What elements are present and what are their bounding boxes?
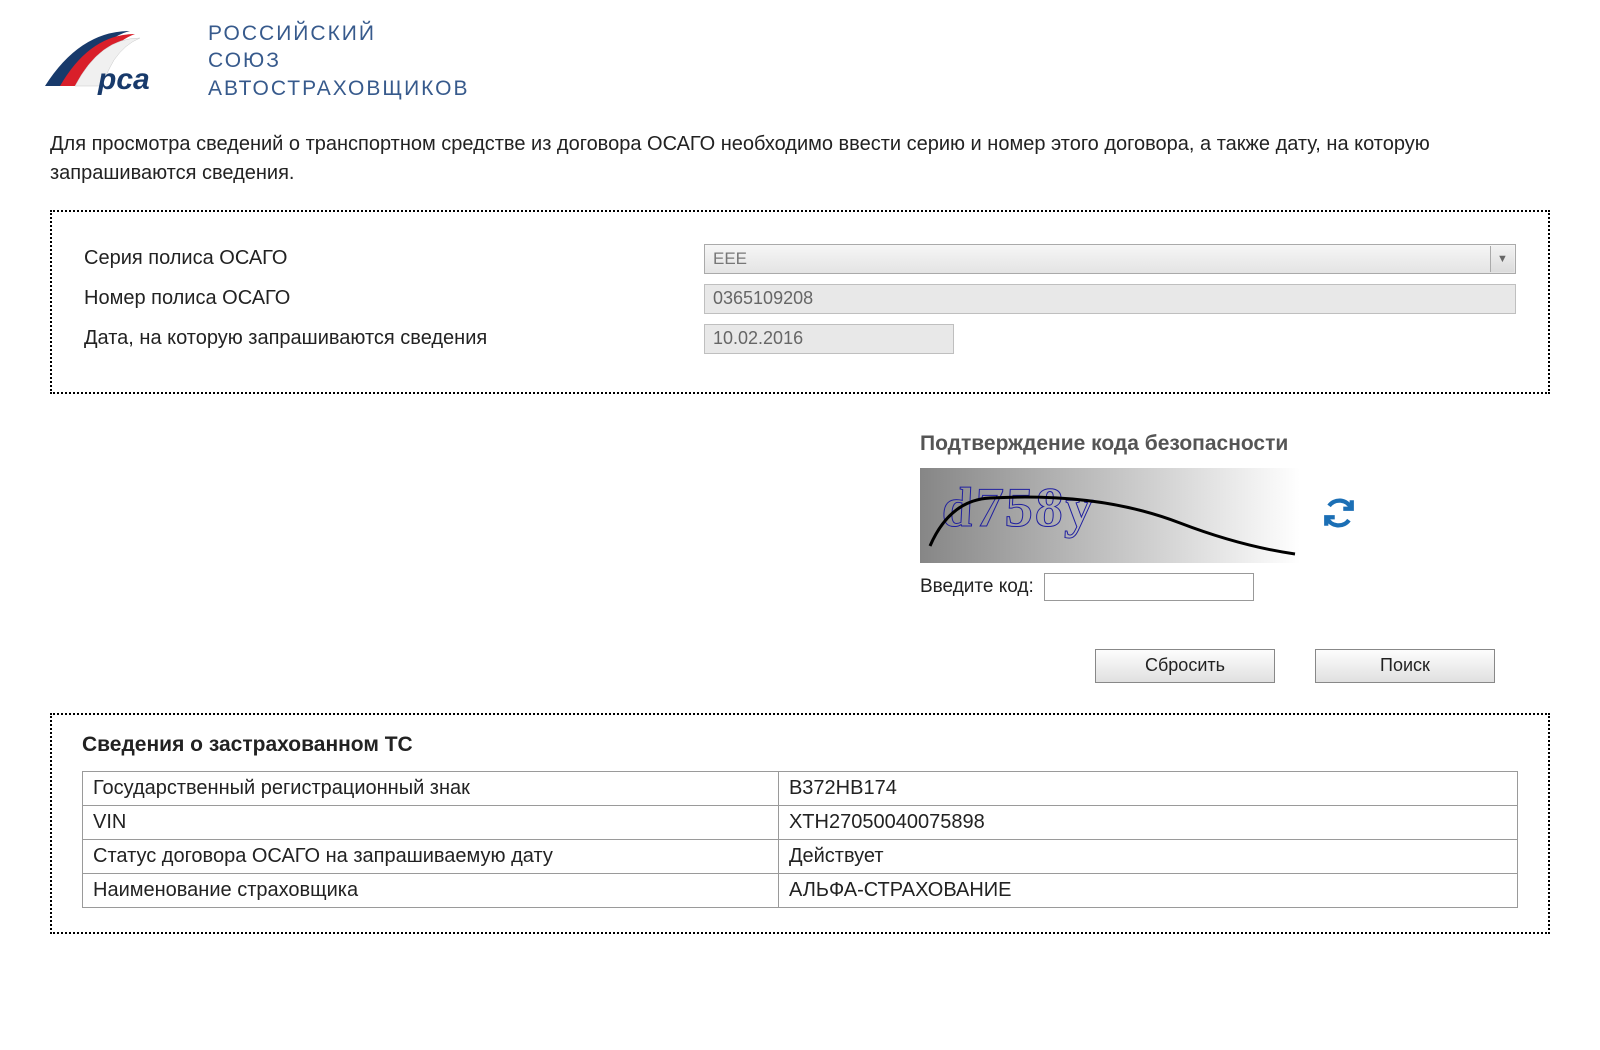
captcha-image: d758y — [920, 468, 1300, 563]
results-box: Сведения о застрахованном ТС Государстве… — [50, 713, 1550, 934]
series-select-wrap: ▼ — [704, 244, 1516, 274]
search-form-box: Серия полиса ОСАГО ▼ Номер полиса ОСАГО … — [50, 210, 1550, 394]
results-title: Сведения о застрахованном ТС — [82, 733, 1518, 757]
date-label: Дата, на которую запрашиваются сведения — [84, 327, 704, 350]
result-key: Наименование страховщика — [83, 873, 779, 907]
svg-text:pca: pca — [97, 63, 150, 96]
series-select[interactable] — [704, 244, 1516, 274]
result-value: В372НВ174 — [778, 771, 1517, 805]
captcha-input[interactable] — [1044, 573, 1254, 601]
row-series: Серия полиса ОСАГО ▼ — [84, 244, 1516, 274]
captcha-block: Подтверждение кода безопасности d758y Вв… — [920, 432, 1390, 601]
instruction-text: Для просмотра сведений о транспортном ср… — [50, 130, 1550, 188]
date-input[interactable] — [704, 324, 954, 354]
result-key: VIN — [83, 805, 779, 839]
org-line1: РОССИЙСКИЙ — [208, 20, 470, 47]
series-label: Серия полиса ОСАГО — [84, 247, 704, 270]
captcha-refresh-icon[interactable] — [1322, 496, 1356, 535]
captcha-noise-line — [920, 468, 1300, 563]
result-key: Статус договора ОСАГО на запрашиваемую д… — [83, 839, 779, 873]
result-key: Государственный регистрационный знак — [83, 771, 779, 805]
table-row: Наименование страховщика АЛЬФА-СТРАХОВАН… — [83, 873, 1518, 907]
search-button[interactable]: Поиск — [1315, 649, 1495, 683]
number-input[interactable] — [704, 284, 1516, 314]
result-value: Действует — [778, 839, 1517, 873]
button-row: Сбросить Поиск — [50, 649, 1550, 683]
results-table: Государственный регистрационный знак В37… — [82, 771, 1518, 908]
org-line2: СОЮЗ — [208, 47, 470, 74]
result-value: XTH27050040075898 — [778, 805, 1517, 839]
table-row: Статус договора ОСАГО на запрашиваемую д… — [83, 839, 1518, 873]
captcha-title: Подтверждение кода безопасности — [920, 432, 1390, 456]
number-label: Номер полиса ОСАГО — [84, 287, 704, 310]
org-line3: АВТОСТРАХОВЩИКОВ — [208, 75, 470, 102]
org-name: РОССИЙСКИЙ СОЮЗ АВТОСТРАХОВЩИКОВ — [208, 20, 470, 102]
result-value: АЛЬФА-СТРАХОВАНИЕ — [778, 873, 1517, 907]
rsa-logo: pca — [40, 26, 190, 96]
table-row: VIN XTH27050040075898 — [83, 805, 1518, 839]
table-row: Государственный регистрационный знак В37… — [83, 771, 1518, 805]
row-number: Номер полиса ОСАГО — [84, 284, 1516, 314]
reset-button[interactable]: Сбросить — [1095, 649, 1275, 683]
captcha-input-label: Введите код: — [920, 576, 1034, 598]
row-date: Дата, на которую запрашиваются сведения — [84, 324, 1516, 354]
page-header: pca РОССИЙСКИЙ СОЮЗ АВТОСТРАХОВЩИКОВ — [0, 0, 1600, 112]
